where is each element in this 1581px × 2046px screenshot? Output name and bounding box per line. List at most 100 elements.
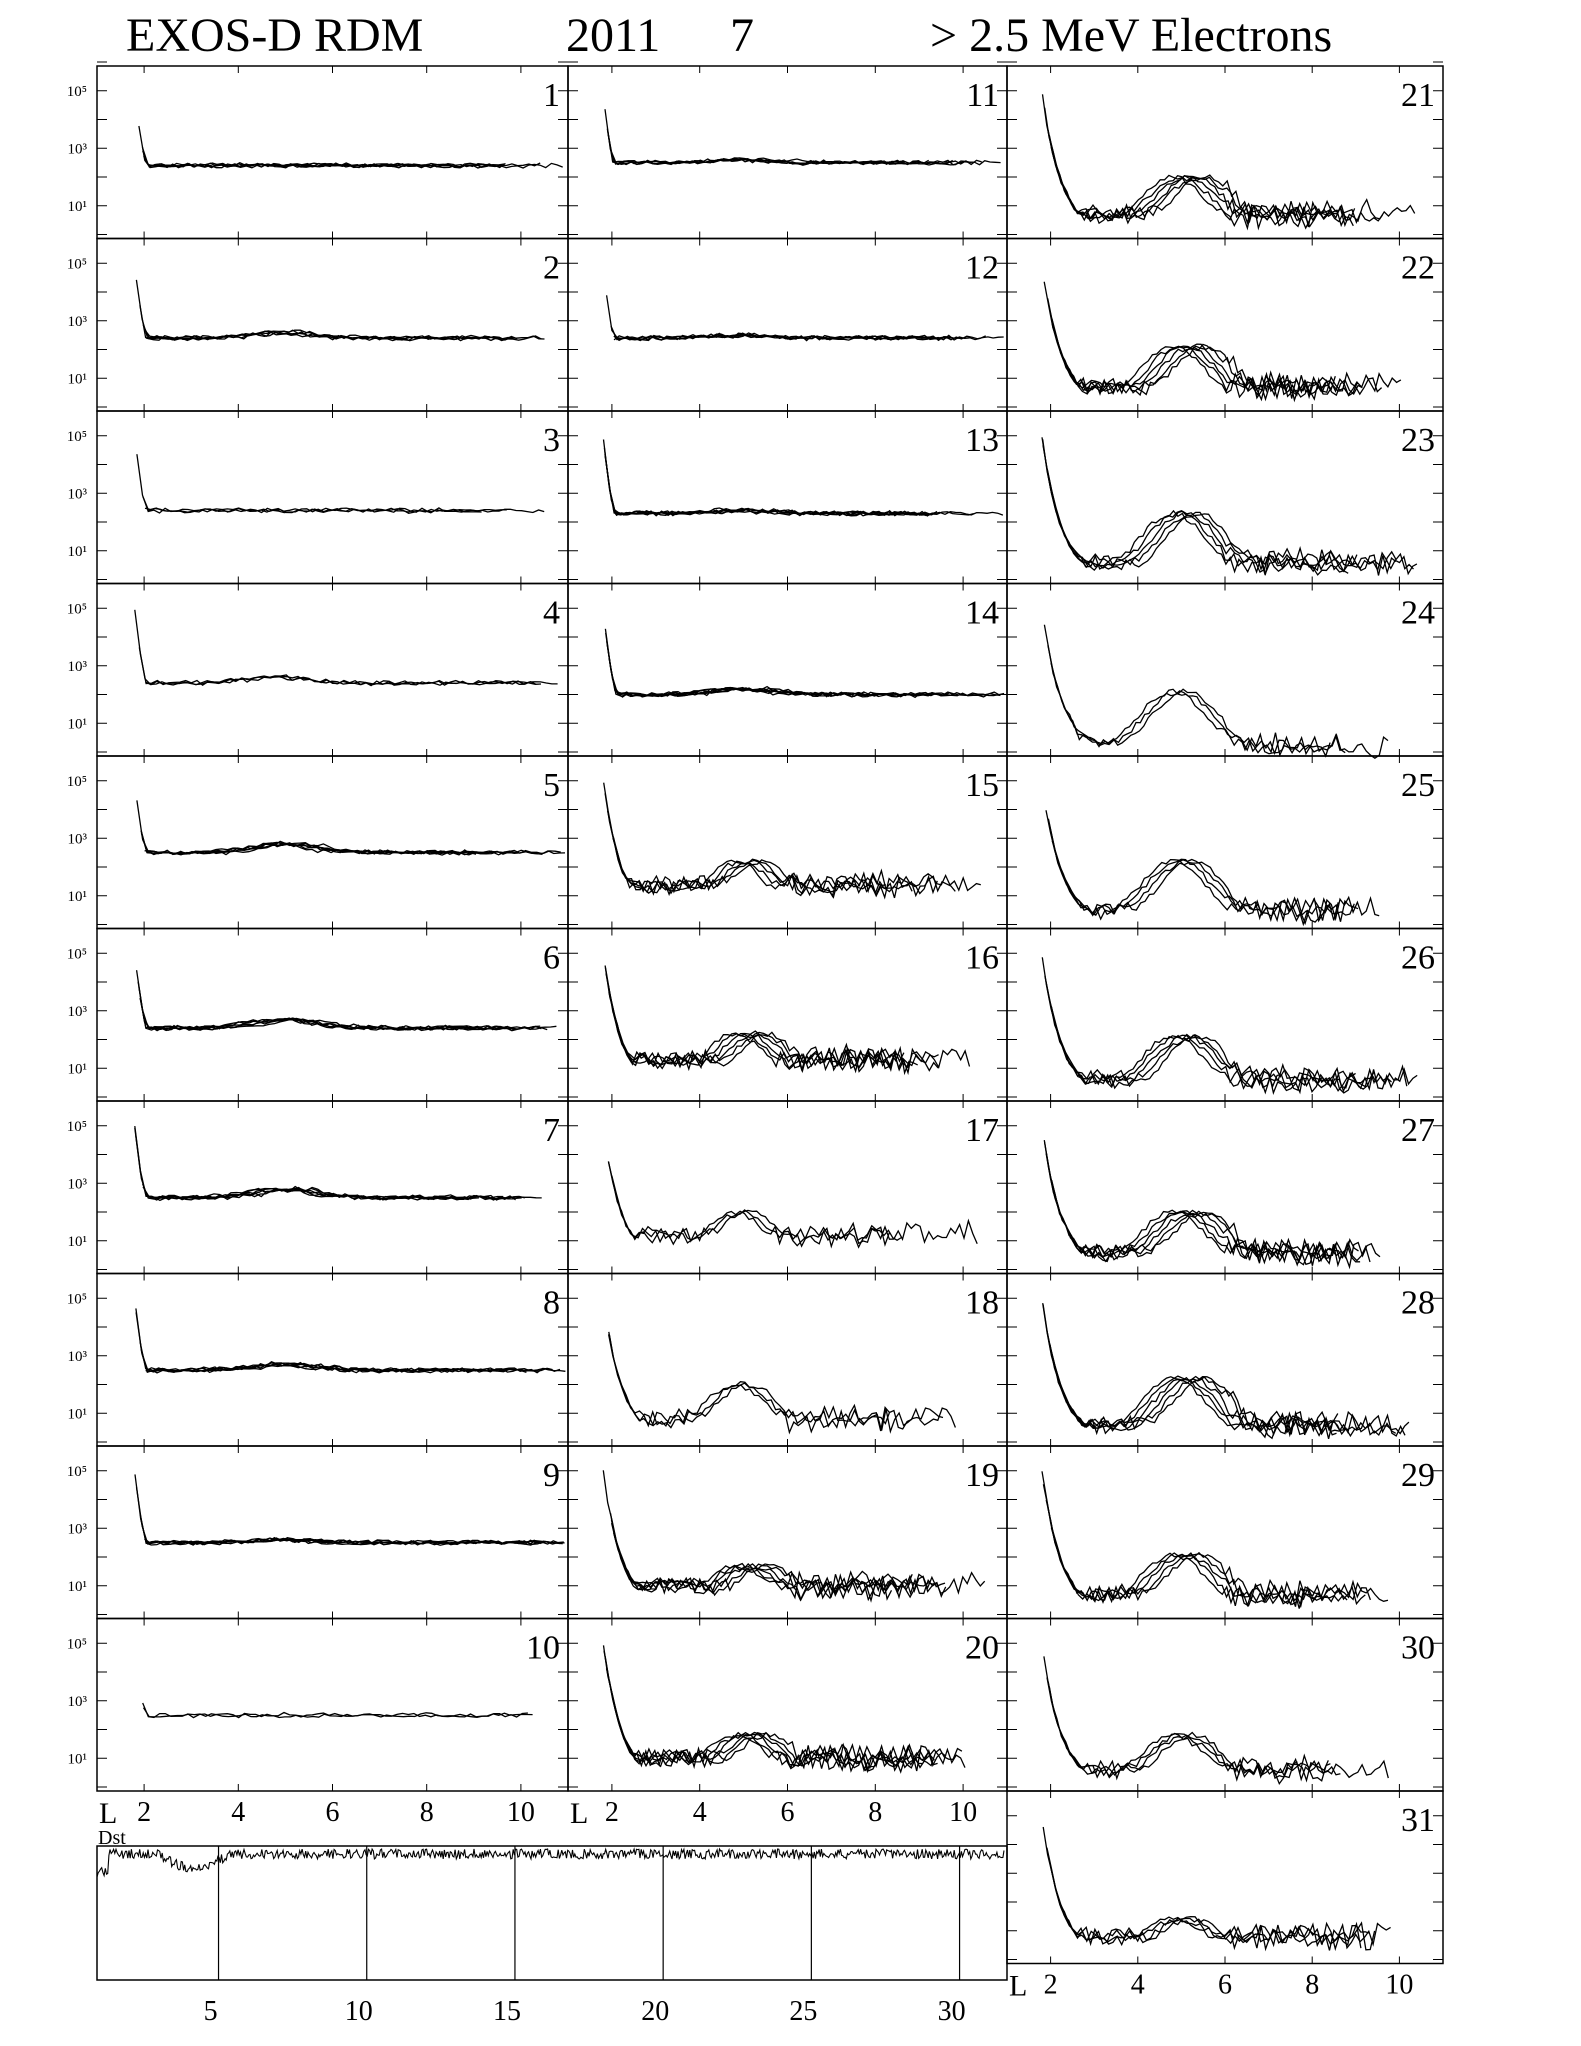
day-panel-15: 15 [567,751,1008,930]
l-axes: L 2 4 6 8 10 L 2 4 6 8 10L 2 4 6 8 10 [99,1797,1413,2003]
profile-line [1046,1677,1331,1782]
profile-line [134,609,537,687]
profile-line [1047,132,1416,230]
profile-line [1045,1153,1361,1266]
l-axis-1: L 2 4 6 8 10 [99,1797,535,1830]
x-tick-label: 10 [949,1797,977,1828]
dst-tick-label: 20 [641,1996,669,2027]
profile-line [1042,1826,1376,1952]
dst-tick-label: 30 [938,1996,966,2027]
dst-tick-label: 15 [493,1996,521,2027]
day-number: 3 [543,422,560,459]
panel-frame [96,65,569,240]
l-axis-label: L [570,1797,588,1830]
panel-frame [96,755,569,930]
x-tick-label: 2 [1044,1970,1058,2001]
profile-line [141,1353,527,1374]
panel-frame [96,1617,569,1792]
profile-line [1045,1153,1331,1266]
x-tick-label: 6 [326,1797,340,1828]
dst-tick-label: 5 [204,1996,218,2027]
panel-frame [1006,1100,1444,1275]
y-tick-label: 10¹ [68,199,88,215]
day-panel-29: 29 [1006,1441,1444,1620]
profile-line [145,675,542,686]
profile-line [139,1515,542,1546]
dst-panel: Dst 5 10 15 20 25 30 [96,1827,1008,2027]
profile-line [1042,445,1349,576]
y-tick-label: 10³ [68,141,88,157]
panel-frame [567,410,1008,585]
day-number: 10 [526,1630,560,1667]
day-panel-18: 18 [567,1269,1008,1447]
day-number: 5 [543,767,560,804]
y-tick-label: 10¹ [68,1751,88,1767]
day-number: 13 [965,422,999,459]
day-panel-19: 19 [567,1441,1008,1620]
day-panel-26: 26 [1006,924,1444,1102]
profile-line [138,125,541,169]
profile-line [143,155,506,169]
day-number: 23 [1401,422,1435,459]
x-tick-label: 4 [693,1797,707,1828]
day-panel-6: 10⁵ 10³ 10¹ 6 [67,924,569,1102]
profile-line [1042,1484,1372,1607]
profile-line [140,831,543,856]
x-tick-label: 4 [1131,1970,1145,2001]
day-panel-10: 10⁵ 10³ 10¹ 10 [67,1614,569,1792]
profile-line [602,1645,947,1769]
y-tick-label: 10⁵ [67,601,87,617]
profile-line [1043,281,1363,397]
l-axis-label: L [99,1797,117,1830]
panel-frame [1006,237,1444,412]
panel-frame [567,755,1008,930]
y-tick-label: 10¹ [68,544,88,560]
x-tick-label: 8 [1305,1970,1319,2001]
y-tick-label: 10⁵ [67,84,87,100]
profile-line [1047,818,1359,923]
profile-line [603,447,937,517]
dst-tick-label: 10 [345,1996,373,2027]
profile-line [1041,437,1418,576]
day-number: 8 [543,1285,560,1322]
profile-line [1041,94,1331,231]
profile-line [607,1161,978,1249]
day-number: 16 [965,940,999,977]
l-axis-label: L [1009,1970,1027,2003]
profile-line [612,837,913,899]
dst-tick-label: 25 [789,1996,817,2027]
day-panel-1: 10⁵ 10³ 10¹ 1 [67,61,569,240]
dst-label: Dst [98,1827,126,1849]
particle-label: > 2.5 MeV Electrons [930,9,1333,62]
day-number: 28 [1401,1285,1435,1322]
panel-frame [96,1100,569,1275]
day-panel-4: 10⁵ 10³ 10¹ 4 [67,579,569,757]
y-tick-label: 10¹ [68,1234,88,1250]
profile-line [1046,470,1414,576]
profile-line [604,455,938,517]
y-tick-label: 10¹ [68,716,88,732]
profile-line [610,149,1001,166]
day-number: 26 [1401,940,1435,977]
x-tick-label: 6 [781,1797,795,1828]
profile-line [608,1331,891,1428]
y-tick-label: 10⁵ [67,946,87,962]
profile-line [1046,468,1358,576]
profile-line [606,644,956,698]
profile-line [136,454,482,514]
panel-frame [96,237,569,412]
profile-line [604,965,971,1076]
profile-line [1048,1343,1356,1440]
profile-line [1048,823,1355,923]
day-number: 18 [965,1285,999,1322]
profile-line [603,1650,938,1774]
profile-line [135,1487,561,1546]
day-panel-17: 17 [567,1096,1008,1275]
profile-line [141,1183,516,1201]
y-tick-label: 10⁵ [67,1119,87,1135]
profile-line [134,1474,565,1546]
x-tick-label: 10 [1385,1970,1413,2001]
profile-line [1042,1303,1410,1435]
profile-line [141,839,477,856]
